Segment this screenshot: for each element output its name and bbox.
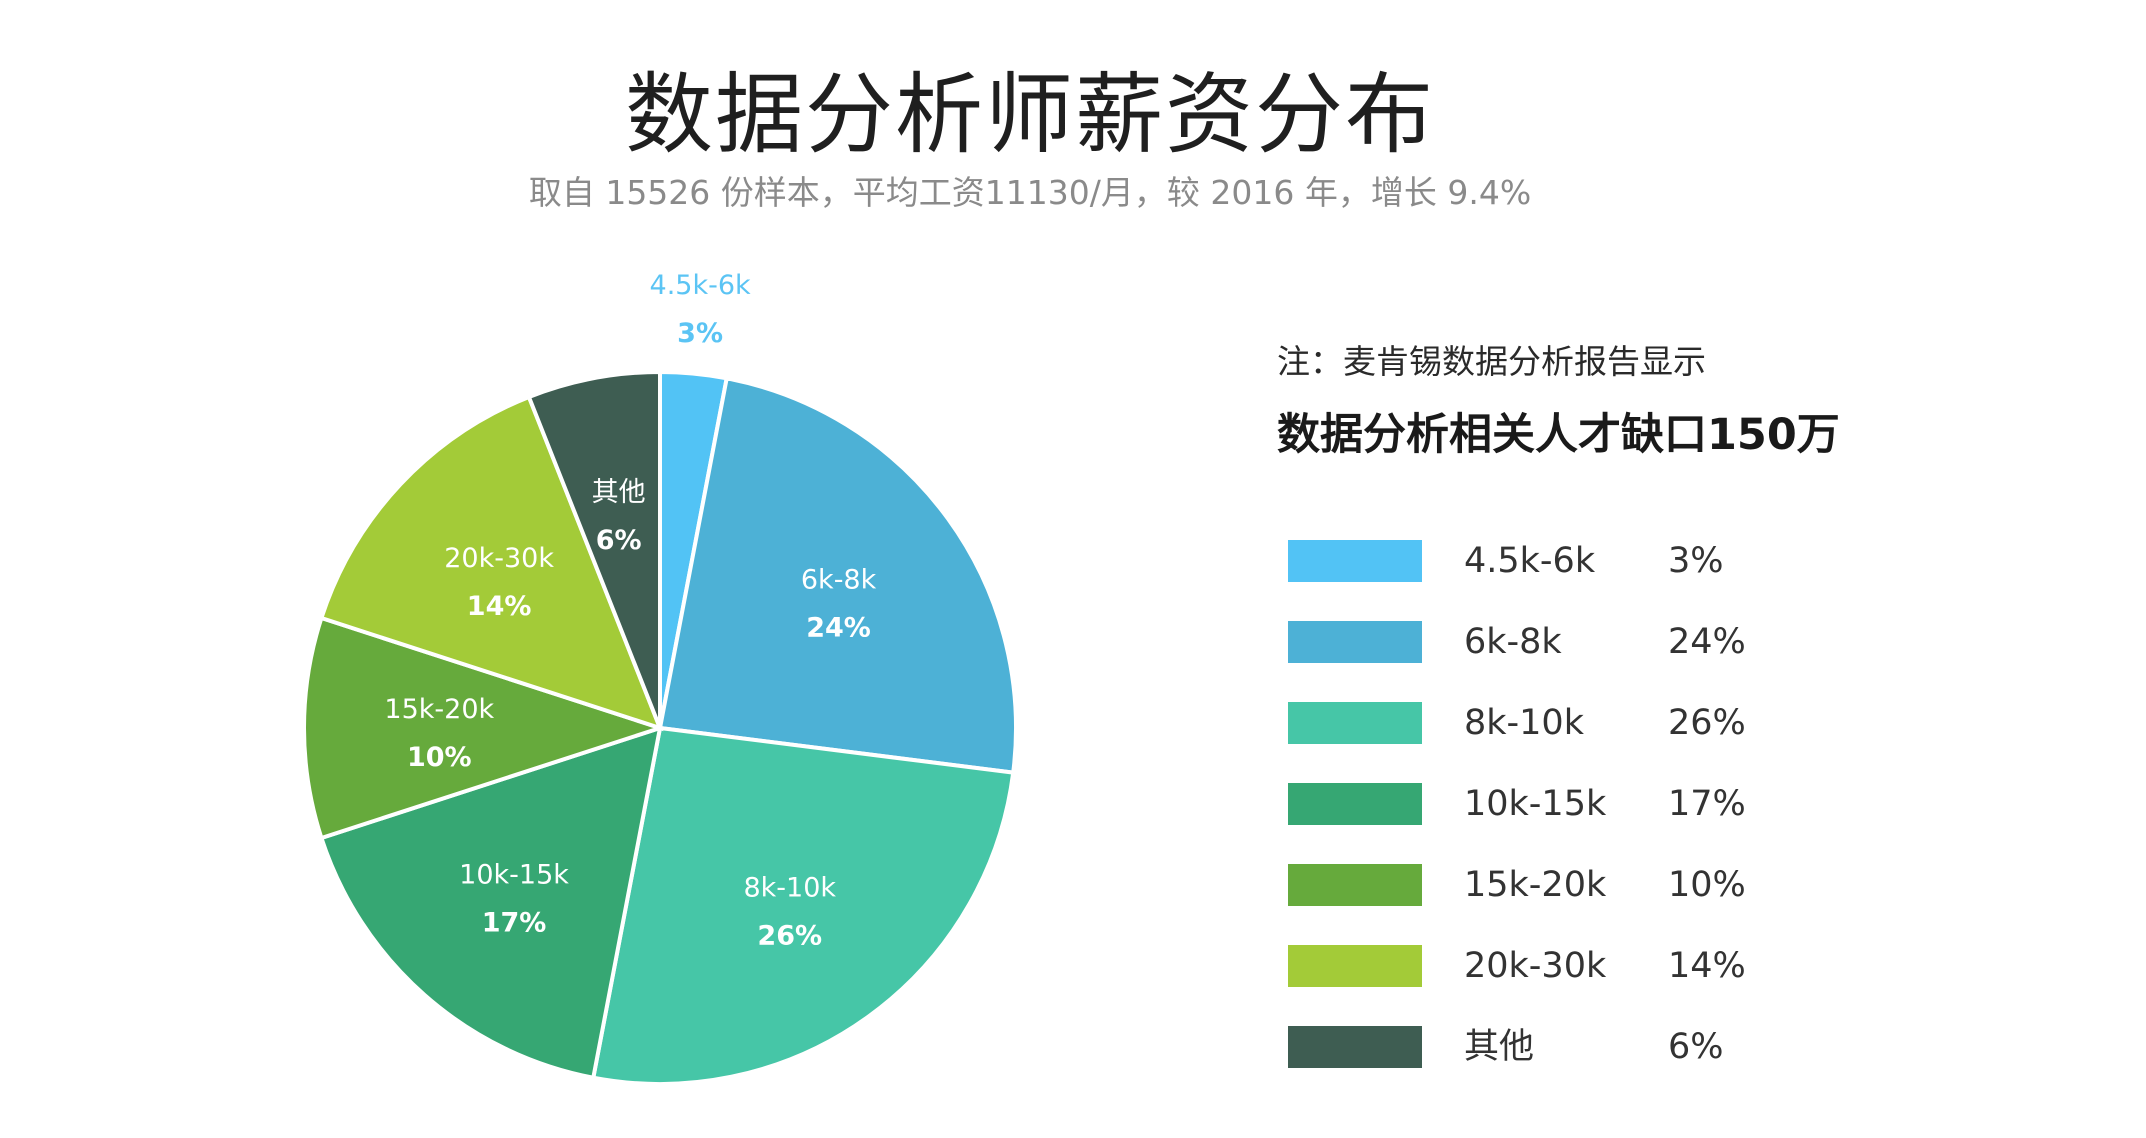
legend-swatch <box>1288 783 1422 825</box>
legend-swatch <box>1288 864 1422 906</box>
legend-pct: 6% <box>1668 1027 1724 1067</box>
legend-item-0: 4.5k-6k 3% <box>1288 540 1848 582</box>
slice-label-4: 15k-20k <box>384 694 494 725</box>
pie-chart: 4.5k-6k 3% 6k-8k 24% 8k-10k 26% 10k-15k 17% 15k-… <box>302 270 1018 1086</box>
legend-item-5: 20k-30k 14% <box>1288 945 1848 987</box>
legend-pct: 14% <box>1668 946 1746 986</box>
legend-item-2: 8k-10k 26% <box>1288 702 1848 744</box>
legend-swatch <box>1288 621 1422 663</box>
pie-slice-5 <box>318 394 664 732</box>
legend-label: 10k-15k <box>1464 784 1607 824</box>
legend-item-3: 10k-15k 17% <box>1288 783 1848 825</box>
slice-label-3: 10k-15k <box>459 860 569 891</box>
pie-slice-2 <box>590 725 1016 1086</box>
slice-pct-4: 10% <box>407 742 472 773</box>
pie-slice-3 <box>318 725 663 1081</box>
slice-label-0: 4.5k-6k <box>650 270 751 301</box>
legend-item-1: 6k-8k 24% <box>1288 621 1848 663</box>
pie-slice-6 <box>526 369 662 729</box>
legend-pct: 3% <box>1668 541 1724 581</box>
legend-label: 15k-20k <box>1464 865 1607 905</box>
slice-label-6: 其他 <box>592 477 646 508</box>
slice-label-5: 20k-30k <box>444 543 554 574</box>
legend-pct: 10% <box>1668 865 1746 905</box>
slice-label-2: 8k-10k <box>743 873 836 904</box>
legend-label: 6k-8k <box>1464 622 1562 662</box>
legend-label: 4.5k-6k <box>1464 541 1596 581</box>
slice-pct-2: 26% <box>757 921 822 952</box>
pie-slice-1 <box>657 375 1018 775</box>
chart-title: 数据分析师薪资分布 <box>624 63 1435 166</box>
legend-pct: 17% <box>1668 784 1746 824</box>
legend-item-6: 其他 6% <box>1288 1026 1848 1068</box>
slice-pct-6: 6% <box>596 525 642 556</box>
legend-swatch <box>1288 702 1422 744</box>
legend-pct: 26% <box>1668 703 1746 743</box>
pie-slice-4 <box>302 615 667 841</box>
legend-label: 20k-30k <box>1464 946 1607 986</box>
slice-pct-1: 24% <box>806 612 871 643</box>
slice-label-1: 6k-8k <box>801 564 877 595</box>
slice-pct-0: 3% <box>677 318 723 349</box>
chart-subtitle: 取自 15526 份样本，平均工资11130/月，较 2016 年，增长 9.4… <box>528 173 1532 212</box>
legend-label: 8k-10k <box>1464 703 1584 743</box>
legend-item-4: 15k-20k 10% <box>1288 864 1848 906</box>
legend-swatch <box>1288 1026 1422 1068</box>
note-headline: 数据分析相关人才缺口150万 <box>1277 410 1840 460</box>
legend-pct: 24% <box>1668 622 1746 662</box>
legend-label: 其他 <box>1464 1027 1535 1067</box>
legend-swatch <box>1288 945 1422 987</box>
slice-pct-3: 17% <box>482 908 547 939</box>
note-source: 注：麦肯锡数据分析报告显示 <box>1277 342 1706 381</box>
legend-swatch <box>1288 540 1422 582</box>
slice-pct-5: 14% <box>467 591 532 622</box>
